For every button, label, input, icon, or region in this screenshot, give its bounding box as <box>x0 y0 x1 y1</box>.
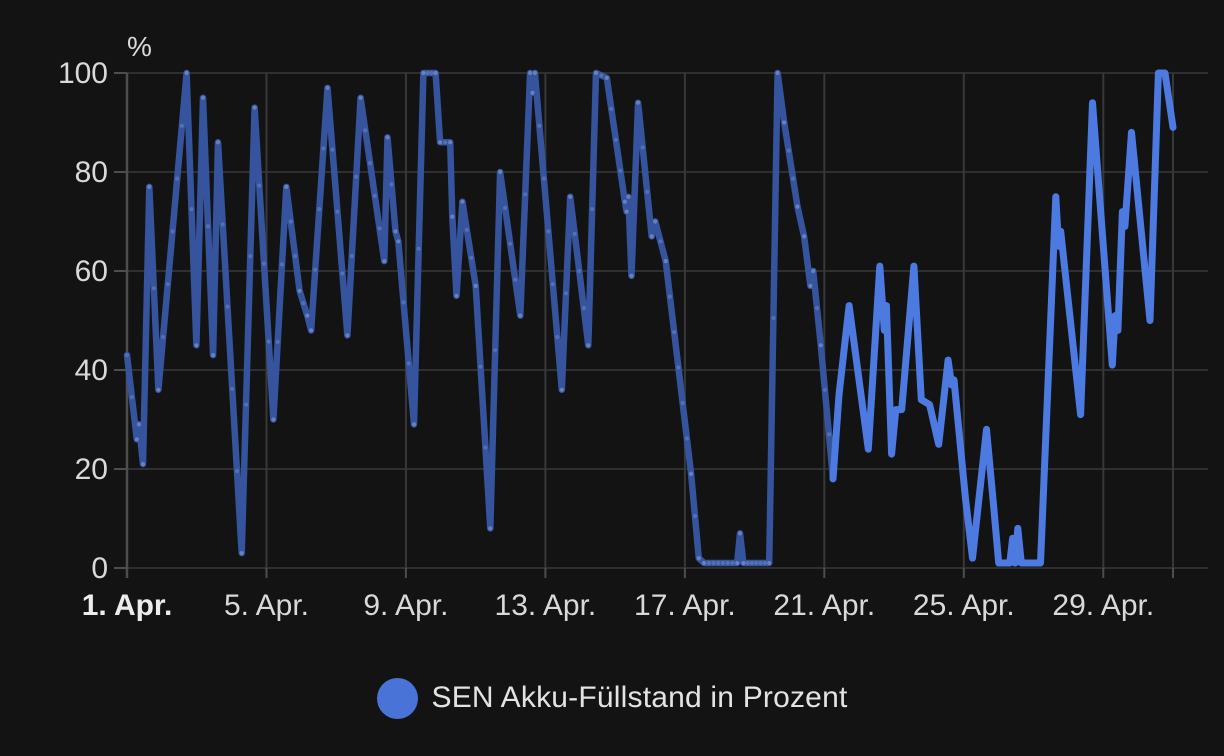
series-line-sen-battery-early <box>123 69 837 567</box>
y-tick-label: 20 <box>75 453 108 486</box>
series-layer <box>123 69 1177 567</box>
y-tick-label: 100 <box>58 57 108 90</box>
series-markers-sen-battery-early <box>124 70 836 566</box>
x-tick-label: 5. Apr. <box>224 589 309 622</box>
y-axis-unit-label: % <box>127 31 152 62</box>
legend-label: SEN Akku-Füllstand in Prozent <box>431 681 848 714</box>
series-line-sen-battery-late <box>829 69 1177 567</box>
legend-item-sen-akku[interactable]: SEN Akku-Füllstand in Prozent <box>0 672 1224 724</box>
label-layer: 0 20 40 60 80 100 1. Apr. 5. Apr. 9. Apr. 13. Apr… <box>58 57 1154 622</box>
x-tick-label: 13. Apr. <box>495 589 597 622</box>
x-tick-label: 1. Apr. <box>82 589 173 622</box>
x-tick-label: 25. Apr. <box>913 589 1015 622</box>
x-tick-label: 21. Apr. <box>773 589 875 622</box>
x-tick-label: 17. Apr. <box>634 589 736 622</box>
y-tick-label: 80 <box>75 156 108 189</box>
x-tick-label: 9. Apr. <box>363 589 448 622</box>
x-tick-label: 29. Apr. <box>1052 589 1154 622</box>
y-tick-label: 40 <box>75 354 108 387</box>
grid-layer <box>114 72 1208 578</box>
legend-color-dot-icon <box>376 677 418 719</box>
y-tick-label: 0 <box>91 552 108 585</box>
y-tick-label: 60 <box>75 255 108 288</box>
